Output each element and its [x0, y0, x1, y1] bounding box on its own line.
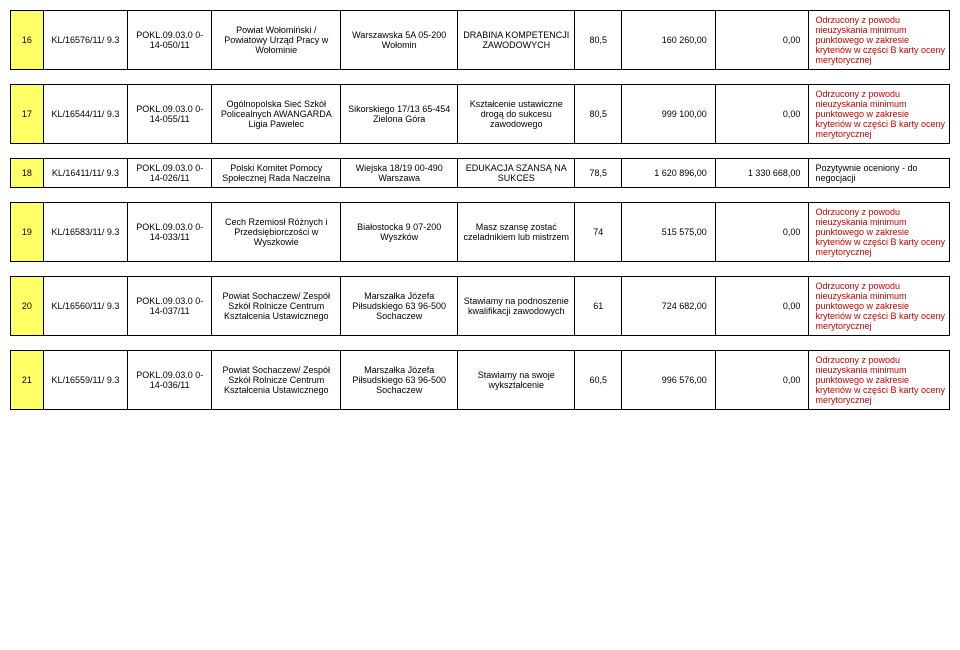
spacer-row — [11, 336, 950, 351]
cell-kl: KL/16544/11/ 9.3 — [43, 85, 127, 144]
cell-status: Odrzucony z powodu nieuzyskania minimum … — [809, 11, 950, 70]
cell-org: Powiat Wołomiński / Powiatowy Urząd Prac… — [212, 11, 341, 70]
cell-status: Odrzucony z powodu nieuzyskania minimum … — [809, 351, 950, 410]
cell-pokl: POKL.09.03.0 0-14-033/11 — [128, 203, 212, 262]
cell-v1: 60,5 — [575, 351, 622, 410]
cell-status: Odrzucony z powodu nieuzyskania minimum … — [809, 203, 950, 262]
spacer-row — [11, 262, 950, 277]
spacer-row — [11, 70, 950, 85]
cell-v3: 0,00 — [715, 203, 809, 262]
cell-v1: 78,5 — [575, 159, 622, 188]
cell-num: 19 — [11, 203, 44, 262]
cell-status: Odrzucony z powodu nieuzyskania minimum … — [809, 277, 950, 336]
cell-title: EDUKACJA SZANSĄ NA SUKCES — [458, 159, 575, 188]
cell-title: Stawiamy na swoje wykształcenie — [458, 351, 575, 410]
cell-v1: 74 — [575, 203, 622, 262]
cell-kl: KL/16560/11/ 9.3 — [43, 277, 127, 336]
cell-v1: 61 — [575, 277, 622, 336]
cell-v2: 999 100,00 — [622, 85, 716, 144]
table-row: 21KL/16559/11/ 9.3POKL.09.03.0 0-14-036/… — [11, 351, 950, 410]
table-row: 20KL/16560/11/ 9.3POKL.09.03.0 0-14-037/… — [11, 277, 950, 336]
cell-addr: Wiejska 18/19 00-490 Warszawa — [341, 159, 458, 188]
cell-addr: Marszałka Józefa Piłsudskiego 63 96-500 … — [341, 277, 458, 336]
cell-v2: 724 682,00 — [622, 277, 716, 336]
cell-pokl: POKL.09.03.0 0-14-037/11 — [128, 277, 212, 336]
cell-org: Powiat Sochaczew/ Zespół Szkół Rolnicze … — [212, 351, 341, 410]
cell-title: DRABINA KOMPETENCJI ZAWODOWYCH — [458, 11, 575, 70]
cell-v1: 80,5 — [575, 11, 622, 70]
table-row: 17KL/16544/11/ 9.3POKL.09.03.0 0-14-055/… — [11, 85, 950, 144]
cell-num: 21 — [11, 351, 44, 410]
cell-v2: 160 260,00 — [622, 11, 716, 70]
cell-pokl: POKL.09.03.0 0-14-036/11 — [128, 351, 212, 410]
cell-v3: 0,00 — [715, 11, 809, 70]
cell-kl: KL/16583/11/ 9.3 — [43, 203, 127, 262]
cell-num: 20 — [11, 277, 44, 336]
cell-pokl: POKL.09.03.0 0-14-050/11 — [128, 11, 212, 70]
data-table: 16KL/16576/11/ 9.3POKL.09.03.0 0-14-050/… — [10, 10, 950, 410]
cell-addr: Marszałka Józefa Piłsudskiego 63 96-500 … — [341, 351, 458, 410]
cell-status: Odrzucony z powodu nieuzyskania minimum … — [809, 85, 950, 144]
cell-org: Polski Komitet Pomocy Społecznej Rada Na… — [212, 159, 341, 188]
cell-kl: KL/16411/11/ 9.3 — [43, 159, 127, 188]
cell-v1: 80,5 — [575, 85, 622, 144]
cell-org: Cech Rzemiosł Różnych i Przedsiębiorczoś… — [212, 203, 341, 262]
cell-v3: 1 330 668,00 — [715, 159, 809, 188]
cell-v3: 0,00 — [715, 351, 809, 410]
cell-title: Stawiamy na podnoszenie kwalifikacji zaw… — [458, 277, 575, 336]
cell-org: Ogólnopolska Sieć Szkół Policealnych AWA… — [212, 85, 341, 144]
cell-v2: 1 620 896,00 — [622, 159, 716, 188]
table-row: 19KL/16583/11/ 9.3POKL.09.03.0 0-14-033/… — [11, 203, 950, 262]
cell-title: Kształcenie ustawiczne drogą do sukcesu … — [458, 85, 575, 144]
cell-v3: 0,00 — [715, 85, 809, 144]
cell-title: Masz szansę zostać czeladnikiem lub mist… — [458, 203, 575, 262]
table-row: 16KL/16576/11/ 9.3POKL.09.03.0 0-14-050/… — [11, 11, 950, 70]
spacer-row — [11, 144, 950, 159]
cell-v2: 515 575,00 — [622, 203, 716, 262]
cell-num: 16 — [11, 11, 44, 70]
cell-org: Powiat Sochaczew/ Zespół Szkół Rolnicze … — [212, 277, 341, 336]
cell-kl: KL/16559/11/ 9.3 — [43, 351, 127, 410]
cell-pokl: POKL.09.03.0 0-14-026/11 — [128, 159, 212, 188]
cell-v2: 996 576,00 — [622, 351, 716, 410]
spacer-row — [11, 188, 950, 203]
cell-pokl: POKL.09.03.0 0-14-055/11 — [128, 85, 212, 144]
cell-addr: Sikorskiego 17/13 65-454 Zielona Góra — [341, 85, 458, 144]
cell-addr: Warszawska 5A 05-200 Wołomin — [341, 11, 458, 70]
table-row: 18KL/16411/11/ 9.3POKL.09.03.0 0-14-026/… — [11, 159, 950, 188]
cell-num: 17 — [11, 85, 44, 144]
cell-num: 18 — [11, 159, 44, 188]
cell-status: Pozytywnie oceniony - do negocjacji — [809, 159, 950, 188]
cell-kl: KL/16576/11/ 9.3 — [43, 11, 127, 70]
cell-v3: 0,00 — [715, 277, 809, 336]
cell-addr: Białostocka 9 07-200 Wyszków — [341, 203, 458, 262]
